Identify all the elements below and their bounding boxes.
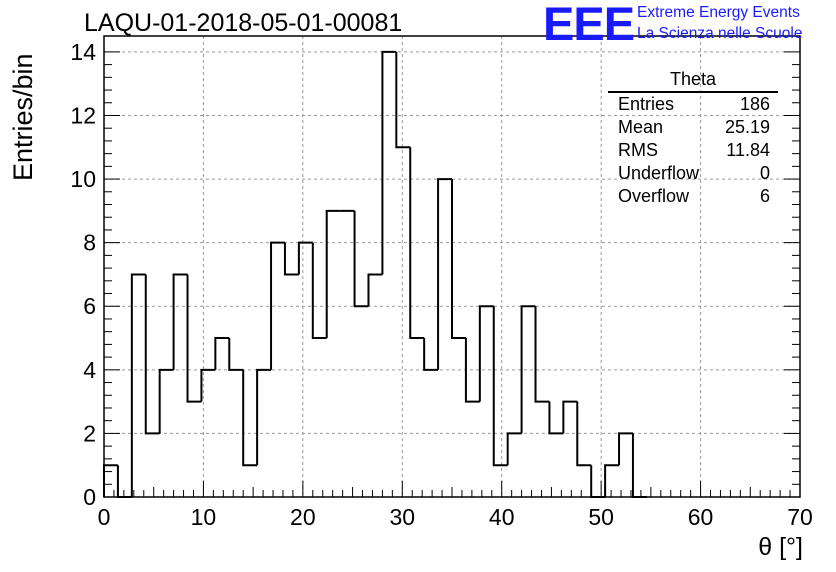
histogram-bin <box>214 337 230 370</box>
logo-line-2: La Scienza nelle Scuole <box>637 25 803 42</box>
histogram-bin <box>395 51 411 149</box>
histogram-bin <box>103 464 118 497</box>
histogram-bin <box>158 368 174 434</box>
histogram-bin <box>590 465 606 498</box>
stats-value: 11.84 <box>726 140 770 160</box>
stats-value: 0 <box>759 163 770 183</box>
x-tick-label: 30 <box>389 504 415 530</box>
stats-row-underflow: Underflow 0 <box>608 162 778 185</box>
histogram-bin <box>325 209 341 339</box>
histogram-bin <box>437 178 452 370</box>
histogram-bin <box>256 368 272 466</box>
histogram-bin <box>478 305 494 402</box>
logo-line-1: Extreme Energy Events <box>637 4 800 21</box>
x-tick-label: 70 <box>787 504 813 530</box>
histogram-bin <box>228 338 244 371</box>
y-tick-label: 4 <box>83 357 96 383</box>
y-axis-label: Entries/bin <box>8 53 38 181</box>
histogram-bin <box>367 273 383 307</box>
histogram-bin <box>186 274 202 403</box>
histogram-bin <box>409 147 425 340</box>
histogram-bin <box>618 432 633 466</box>
histogram-bin <box>451 179 466 340</box>
stats-key: Mean <box>618 117 664 137</box>
histogram-bin <box>283 242 299 276</box>
stats-box: Theta Entries 186 Mean 25.19 RMS 11.84 U… <box>608 68 778 208</box>
histogram-bin <box>506 432 522 466</box>
histogram-bin <box>534 306 550 403</box>
histogram-bin <box>242 369 258 467</box>
histogram-bin <box>130 273 146 497</box>
x-tick-label: 40 <box>489 504 515 530</box>
histogram-bin <box>492 306 508 467</box>
stats-key: Entries <box>618 94 675 114</box>
histogram-bin <box>200 368 216 402</box>
histogram-bin <box>297 241 313 275</box>
x-tick-label: 20 <box>290 504 316 530</box>
stats-key: RMS <box>618 140 658 160</box>
y-tick-label: 6 <box>83 293 96 319</box>
x-tick-label: 50 <box>588 504 614 530</box>
histogram-bin <box>548 401 564 435</box>
histogram-bin <box>562 400 578 434</box>
stats-value: 186 <box>739 94 770 114</box>
stats-row-rms: RMS 11.84 <box>608 139 778 162</box>
eee-logo: EEE <box>543 0 635 50</box>
stats-row-entries: Entries 186 <box>608 93 778 116</box>
histogram-bin <box>576 401 592 467</box>
y-tick-label: 2 <box>83 420 96 446</box>
histogram-bin <box>520 305 536 434</box>
histogram-bin <box>604 464 620 497</box>
y-tick-label: 10 <box>70 166 96 192</box>
stats-key: Overflow <box>618 186 690 206</box>
stats-row-mean: Mean 25.19 <box>608 116 778 139</box>
histogram-bin <box>353 210 369 308</box>
stats-row-overflow: Overflow 6 <box>608 185 778 208</box>
x-tick-label: 10 <box>191 504 217 530</box>
histogram-bin <box>144 274 160 435</box>
y-tick-label: 14 <box>70 39 96 65</box>
stats-value: 25.19 <box>724 117 770 137</box>
x-axis-label: θ [°] <box>758 533 803 561</box>
x-tick-label: 0 <box>98 504 111 530</box>
histogram-bin <box>311 242 327 340</box>
x-tick-label: 60 <box>688 504 714 530</box>
histogram-bin <box>270 241 285 370</box>
histogram-bin <box>631 433 647 498</box>
y-tick-label: 12 <box>70 102 96 128</box>
histogram-bin <box>464 338 480 403</box>
histogram-bin <box>172 273 188 370</box>
stats-title: Theta <box>608 68 778 93</box>
histogram-bin <box>116 465 132 498</box>
histogram-bin <box>423 338 439 371</box>
stats-value: 6 <box>759 186 770 206</box>
y-tick-label: 8 <box>83 230 96 256</box>
chart-title: LAQU-01-2018-05-01-00081 <box>84 9 403 37</box>
histogram-bin <box>381 50 397 275</box>
stats-key: Underflow <box>618 163 700 183</box>
y-tick-label: 0 <box>83 484 96 510</box>
